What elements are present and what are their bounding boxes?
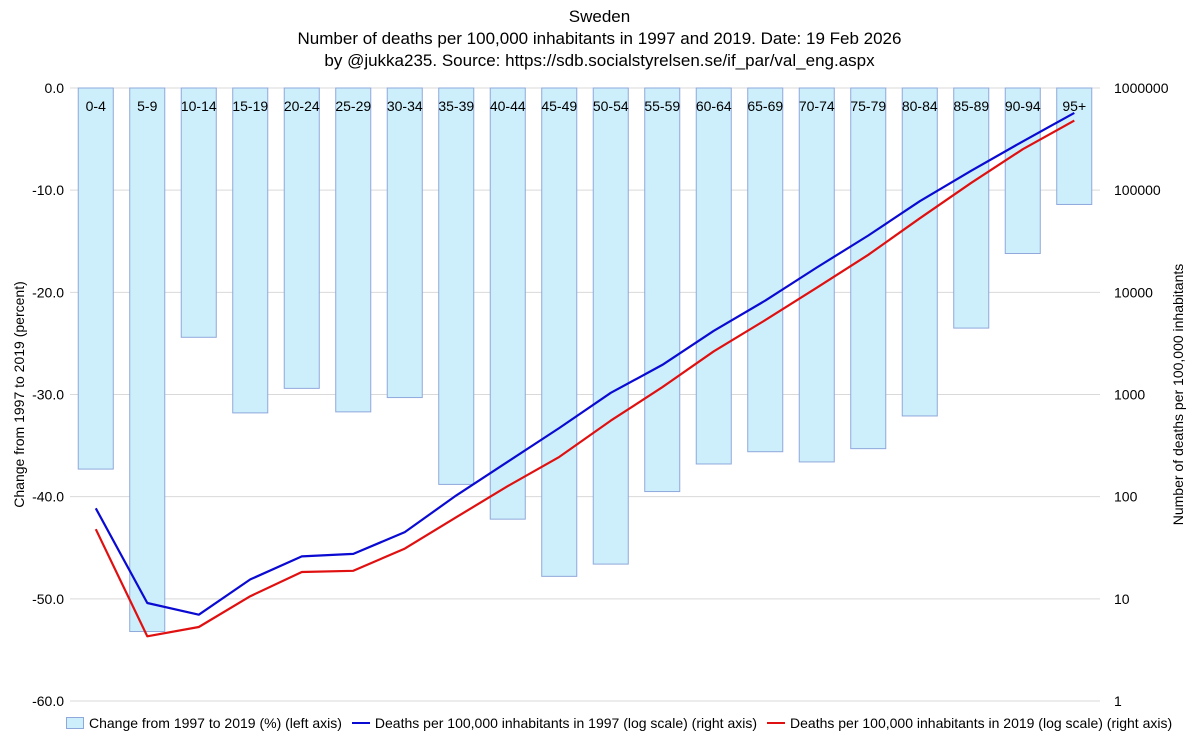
bar-change: [644, 87, 681, 493]
bar-change: [386, 87, 423, 399]
bar-change: [438, 87, 475, 485]
bar-change: [129, 87, 166, 633]
bar-change: [283, 87, 320, 389]
category-label: 30-34: [387, 98, 423, 114]
category-label: 55-59: [644, 98, 680, 114]
category-label: 80-84: [902, 98, 938, 114]
category-label: 5-9: [137, 98, 157, 114]
category-label: 50-54: [593, 98, 629, 114]
bar-change: [541, 87, 578, 577]
category-label: 0-4: [86, 98, 106, 114]
bar-change: [180, 87, 217, 338]
category-label: 75-79: [850, 98, 886, 114]
bar-change: [953, 87, 990, 329]
legend: Change from 1997 to 2019 (%) (left axis)…: [66, 715, 1182, 731]
left-tick-label: -20.0: [32, 284, 64, 300]
category-label: 40-44: [490, 98, 526, 114]
right-tick-label: 100000: [1114, 182, 1161, 198]
bar-change: [1004, 87, 1041, 255]
category-label: 95+: [1062, 98, 1086, 114]
category-label: 65-69: [747, 98, 783, 114]
left-tick-label: -40.0: [32, 489, 64, 505]
legend-item-2019: Deaths per 100,000 inhabitants in 2019 (…: [767, 715, 1172, 731]
right-tick-label: 10000: [1114, 284, 1153, 300]
bar-change: [232, 87, 269, 414]
legend-swatch-1997: [351, 722, 370, 724]
title-line-3: by @jukka235. Source: https://sdb.social…: [324, 51, 875, 70]
legend-label-1997: Deaths per 100,000 inhabitants in 1997 (…: [374, 715, 758, 731]
category-label: 85-89: [953, 98, 989, 114]
legend-swatch-bar: [66, 717, 84, 729]
line-deaths-2019: [94, 119, 1075, 638]
category-label: 45-49: [541, 98, 577, 114]
category-label: 20-24: [284, 98, 320, 114]
right-tick-label: 100: [1114, 489, 1138, 505]
left-tick-label: 0.0: [45, 80, 65, 96]
bar-change: [850, 87, 887, 450]
category-label: 35-39: [438, 98, 474, 114]
legend-item-1997: Deaths per 100,000 inhabitants in 1997 (…: [351, 715, 758, 731]
left-tick-label: -30.0: [32, 387, 64, 403]
left-axis-title: Change from 1997 to 2019 (percent): [11, 281, 27, 507]
bar-change: [489, 87, 526, 520]
bar-change: [747, 87, 784, 453]
bar-change: [1056, 87, 1093, 205]
category-label: 60-64: [696, 98, 732, 114]
category-label: 70-74: [799, 98, 835, 114]
left-tick-label: -60.0: [32, 693, 64, 709]
right-axis-title: Number of deaths per 100,000 inhabitants: [1170, 264, 1186, 526]
line-deaths-1997: [94, 111, 1075, 616]
bar-change: [592, 87, 629, 565]
category-label: 10-14: [181, 98, 217, 114]
right-tick-label: 1: [1114, 693, 1122, 709]
bar-change: [695, 87, 732, 465]
left-tick-label: -10.0: [32, 182, 64, 198]
bar-change: [901, 87, 938, 417]
legend-item-change: Change from 1997 to 2019 (%) (left axis): [66, 715, 342, 731]
right-tick-label: 1000: [1114, 387, 1145, 403]
category-label: 25-29: [335, 98, 371, 114]
title-line-1: Sweden: [568, 7, 631, 26]
bar-change: [335, 87, 372, 413]
legend-label-2019: Deaths per 100,000 inhabitants in 2019 (…: [790, 715, 1173, 731]
chart-title: Sweden Number of deaths per 100,000 inha…: [0, 6, 1199, 72]
title-line-2: Number of deaths per 100,000 inhabitants…: [297, 29, 902, 48]
right-tick-label: 1000000: [1114, 80, 1169, 96]
category-label: 90-94: [1005, 98, 1041, 114]
legend-label-change: Change from 1997 to 2019 (%) (left axis): [89, 715, 342, 731]
bar-change: [77, 87, 114, 470]
legend-swatch-2019: [767, 722, 786, 724]
left-tick-label: -50.0: [32, 591, 64, 607]
category-label: 15-19: [232, 98, 268, 114]
right-tick-label: 10: [1114, 591, 1130, 607]
